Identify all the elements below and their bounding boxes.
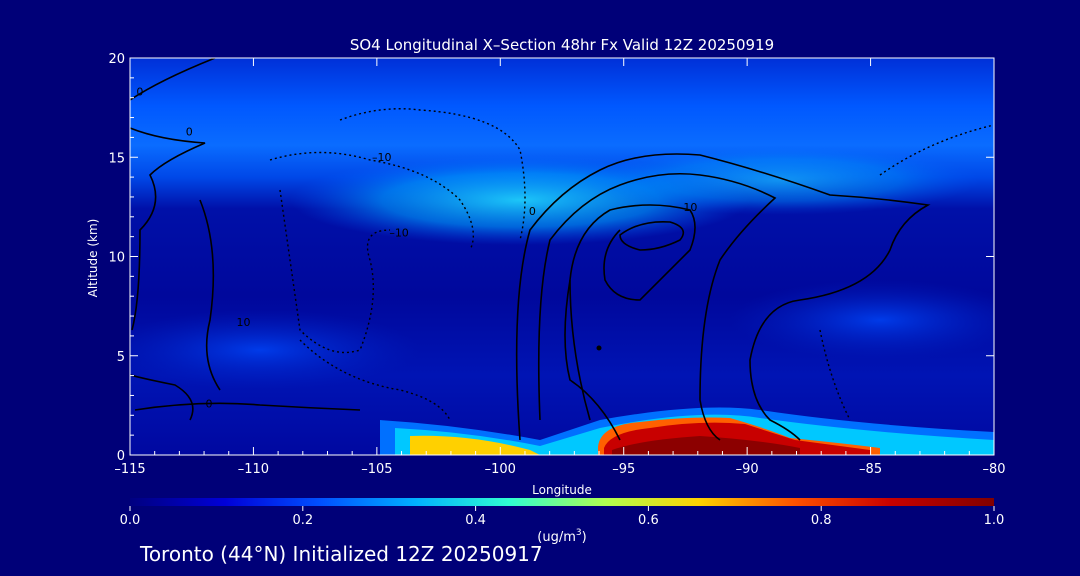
x-tick-label: –110 [238, 462, 269, 477]
contour-dotted-upper-inner [269, 151, 474, 251]
colorbar-tick-label: 0.2 [292, 513, 313, 528]
x-tick-label: –105 [361, 462, 392, 477]
y-axis-label: Altitude (km) [86, 219, 100, 298]
contour-solid-plume-core [619, 220, 685, 251]
heatmap-surface-band-yellow [410, 435, 540, 455]
contour-dotted-lower [299, 339, 451, 421]
x-tick-label: –90 [736, 462, 759, 477]
colorbar-units-close: ) [582, 530, 587, 545]
footer-station-text: Toronto (44°N) Initialized 12Z 20250917 [139, 542, 543, 566]
x-tick-label: –115 [114, 462, 145, 477]
colorbar-tick-label: 0.4 [465, 513, 486, 528]
contour-label: 0 [205, 397, 212, 410]
colorbar-units-label: (ug/m3) [537, 528, 586, 545]
contour-solid-left-inner [199, 199, 221, 391]
contour-label: 0 [136, 86, 143, 99]
contour-solid-left-surface [134, 402, 361, 411]
contour-solid-descending [564, 279, 621, 441]
colorbar-units-superscript: 3 [576, 528, 582, 538]
contour-label: –10 [372, 151, 392, 164]
location-marker [596, 345, 602, 351]
y-tick-label: 5 [117, 350, 125, 365]
x-tick-label: –85 [859, 462, 882, 477]
contour-dotted-right [879, 124, 994, 176]
x-tick-label: –100 [485, 462, 516, 477]
heatmap-surface-plume-core [612, 436, 800, 455]
plot-area: 0 0 –10 0 10 –10 10 0 [130, 58, 994, 455]
colorbar-tick-label: 0.8 [811, 513, 832, 528]
colorbar-tick-label: 1.0 [984, 513, 1005, 528]
y-tick-label: 0 [117, 449, 125, 464]
contour-solid-top-left [130, 58, 216, 101]
heatmap-mid-right-band [730, 280, 994, 360]
colorbar-tick-label: 0.6 [638, 513, 659, 528]
contour-solid-left-strat [130, 127, 206, 331]
contour-labels: 0 0 –10 0 10 –10 10 0 [136, 86, 697, 411]
colorbar-units-text: (ug/m [537, 530, 576, 545]
chart-title: SO4 Longitudinal X–Section 48hr Fx Valid… [350, 36, 774, 54]
contour-solid-left-lower [130, 374, 194, 421]
contour-dotted-mid-left [279, 189, 391, 354]
colorbar-tick-label: 0.0 [120, 513, 141, 528]
contour-label: 10 [237, 316, 251, 329]
y-tick-label: 10 [108, 251, 125, 266]
x-tick-label: –80 [982, 462, 1005, 477]
y-tick-label: 15 [108, 151, 125, 166]
colorbar: 0.0 0.2 0.4 0.6 0.8 1.0 (ug/m3) [120, 498, 1005, 545]
contour-solid-plume-outer [515, 153, 931, 441]
colorbar-ticks: 0.0 0.2 0.4 0.6 0.8 1.0 [120, 506, 1005, 528]
heatmap-mid-left-band [130, 310, 420, 390]
x-tick-label: –95 [612, 462, 635, 477]
x-axis: –115 –110 –105 –100 –95 –90 –85 –80 [114, 58, 1006, 477]
contour-label: 0 [529, 205, 536, 218]
colorbar-gradient [130, 498, 994, 506]
contour-solid-plume-mid [537, 172, 777, 441]
contour-dotted-right-lower [819, 329, 851, 421]
contour-lines [130, 58, 931, 441]
y-axis: 0 5 10 15 20 [108, 52, 994, 464]
contour-label: –10 [389, 227, 409, 240]
x-axis-label: Longitude [532, 483, 592, 497]
y-tick-label: 20 [108, 52, 125, 67]
heatmap-background [130, 58, 994, 455]
contour-label: 0 [186, 125, 193, 138]
heatmap-upper-right-band [580, 145, 980, 215]
dotted-contours [269, 108, 994, 421]
contour-label: 10 [683, 201, 697, 214]
